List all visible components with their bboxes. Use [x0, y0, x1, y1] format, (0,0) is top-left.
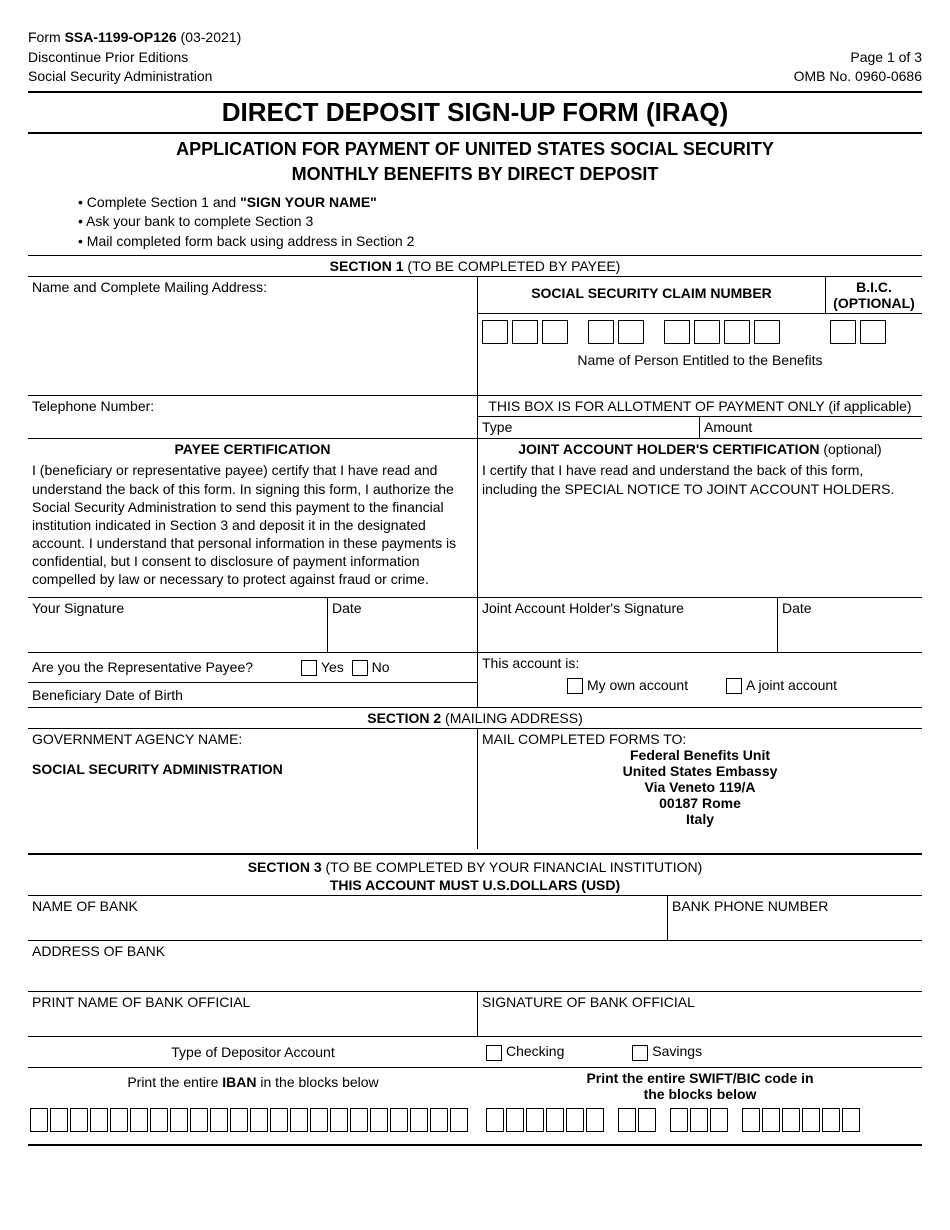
agency-text: Social Security Administration — [28, 67, 241, 87]
phone-label: Telephone Number: — [32, 398, 154, 414]
ssn-box[interactable] — [618, 320, 644, 344]
dep-type-label: Type of Depositor Account — [28, 1042, 478, 1062]
joint-date[interactable]: Date — [778, 598, 922, 652]
joint-cert-text: I certify that I have read and understan… — [478, 459, 922, 499]
account-type-line: My own account A joint account — [478, 673, 922, 698]
section-1-header: SECTION 1 (TO BE COMPLETED BY PAYEE) — [28, 258, 922, 274]
header-right: Page 1 of 3 OMB No. 0960-0686 — [794, 28, 922, 87]
ssn-box[interactable] — [754, 320, 780, 344]
form-prefix: Form — [28, 29, 65, 45]
name-address-cell[interactable]: Name and Complete Mailing Address: — [28, 277, 478, 395]
page-number: Page 1 of 3 — [794, 48, 922, 68]
own-account-checkbox[interactable] — [567, 678, 583, 694]
iban-boxes[interactable] — [28, 1104, 478, 1136]
joint-cert: JOINT ACCOUNT HOLDER'S CERTIFICATION (op… — [478, 439, 922, 596]
agency-cell: GOVERNMENT AGENCY NAME: SOCIAL SECURITY … — [28, 729, 478, 849]
discontinue-text: Discontinue Prior Editions — [28, 48, 241, 68]
ssn-box[interactable] — [694, 320, 720, 344]
ssn-box[interactable] — [542, 320, 568, 344]
header-divider — [28, 91, 922, 93]
header-left: Form SSA-1199-OP126 (03-2021) Discontinu… — [28, 28, 241, 87]
payee-cert: PAYEE CERTIFICATION I (beneficiary or re… — [28, 439, 478, 596]
bank-phone-cell[interactable]: BANK PHONE NUMBER — [668, 896, 922, 940]
rep-payee-line: Are you the Representative Payee? Yes No — [28, 653, 477, 682]
bank-official-row: PRINT NAME OF BANK OFFICIAL SIGNATURE OF… — [28, 992, 922, 1036]
bank-name-cell[interactable]: NAME OF BANK — [28, 896, 668, 940]
bic-header: B.I.C. (OPTIONAL) — [826, 277, 922, 313]
joint-signature[interactable]: Joint Account Holder's Signature — [478, 598, 778, 652]
your-date[interactable]: Date — [328, 598, 478, 652]
savings-checkbox[interactable] — [632, 1045, 648, 1061]
section-1-rest: (TO BE COMPLETED BY PAYEE) — [404, 258, 621, 274]
rep-account-row: Are you the Representative Payee? Yes No… — [28, 653, 922, 707]
official-print-cell[interactable]: PRINT NAME OF BANK OFFICIAL — [28, 992, 478, 1036]
certifications-row: PAYEE CERTIFICATION I (beneficiary or re… — [28, 439, 922, 596]
section-3-usd: THIS ACCOUNT MUST U.S.DOLLARS (USD) — [28, 877, 922, 893]
checking-checkbox[interactable] — [486, 1045, 502, 1061]
swift-header: Print the entire SWIFT/BIC code in the b… — [478, 1068, 922, 1104]
ssn-bic-area: SOCIAL SECURITY CLAIM NUMBER B.I.C. (OPT… — [478, 277, 922, 395]
section-1-row-1: Name and Complete Mailing Address: SOCIA… — [28, 277, 922, 395]
account-type-col: This account is: My own account A joint … — [478, 653, 922, 707]
section-2-body: GOVERNMENT AGENCY NAME: SOCIAL SECURITY … — [28, 729, 922, 849]
phone-cell[interactable]: Telephone Number: — [28, 396, 478, 438]
entitled-label: Name of Person Entitled to the Benefits — [478, 350, 922, 370]
ssn-box[interactable] — [482, 320, 508, 344]
allotment-label: THIS BOX IS FOR ALLOTMENT OF PAYMENT ONL… — [478, 396, 922, 416]
instruction-1-prefix: • Complete Section 1 and — [78, 194, 240, 210]
iban-swift-boxes-row — [28, 1104, 922, 1136]
dob-line[interactable]: Beneficiary Date of Birth — [28, 683, 477, 707]
sub-title-1: APPLICATION FOR PAYMENT OF UNITED STATES… — [28, 138, 922, 161]
phone-allotment-row: Telephone Number: THIS BOX IS FOR ALLOTM… — [28, 396, 922, 438]
ssn-box[interactable] — [724, 320, 750, 344]
allotment-type[interactable]: Type — [478, 417, 700, 438]
signature-row: Your Signature Date Joint Account Holder… — [28, 598, 922, 652]
bic-box[interactable] — [830, 320, 856, 344]
main-title: DIRECT DEPOSIT SIGN-UP FORM (IRAQ) — [28, 97, 922, 128]
bank-addr-label: ADDRESS OF BANK — [28, 941, 169, 991]
name-address-label: Name and Complete Mailing Address: — [28, 277, 477, 297]
section-1-bold: SECTION 1 — [330, 258, 404, 274]
instructions: • Complete Section 1 and "SIGN YOUR NAME… — [78, 193, 922, 252]
title-divider — [28, 132, 922, 134]
instruction-3: • Mail completed form back using address… — [78, 232, 922, 252]
payee-cert-title: PAYEE CERTIFICATION — [28, 439, 477, 459]
form-date: (03-2021) — [177, 29, 242, 45]
dep-type-options: Checking Savings — [478, 1041, 922, 1062]
bank-name-row: NAME OF BANK BANK PHONE NUMBER — [28, 896, 922, 940]
joint-account-checkbox[interactable] — [726, 678, 742, 694]
instruction-1-bold: "SIGN YOUR NAME" — [240, 194, 377, 210]
section-2-header: SECTION 2 (MAILING ADDRESS) — [28, 710, 922, 726]
sub-title-2: MONTHLY BENEFITS BY DIRECT DEPOSIT — [28, 163, 922, 186]
swift-boxes[interactable] — [478, 1104, 922, 1136]
payee-cert-text: I (beneficiary or representative payee) … — [28, 459, 477, 590]
mailing-cell: MAIL COMPLETED FORMS TO: Federal Benefit… — [478, 729, 922, 849]
rep-yes-checkbox[interactable] — [301, 660, 317, 676]
ssn-box[interactable] — [664, 320, 690, 344]
ssn-header: SOCIAL SECURITY CLAIM NUMBER — [478, 277, 826, 313]
ssn-box[interactable] — [588, 320, 614, 344]
ssn-box[interactable] — [512, 320, 538, 344]
ssn-boxes-row[interactable] — [478, 314, 922, 350]
account-type-row: Type of Depositor Account Checking Savin… — [28, 1037, 922, 1067]
allotment-cell: THIS BOX IS FOR ALLOTMENT OF PAYMENT ONL… — [478, 396, 922, 438]
this-account-label: This account is: — [478, 653, 922, 673]
instruction-2: • Ask your bank to complete Section 3 — [78, 212, 922, 232]
form-header: Form SSA-1199-OP126 (03-2021) Discontinu… — [28, 28, 922, 87]
iban-header: Print the entire IBAN in the blocks belo… — [28, 1068, 478, 1104]
rep-payee-col: Are you the Representative Payee? Yes No… — [28, 653, 478, 707]
rep-no-checkbox[interactable] — [352, 660, 368, 676]
your-signature[interactable]: Your Signature — [28, 598, 328, 652]
form-number: SSA-1199-OP126 — [65, 29, 177, 45]
allotment-amount[interactable]: Amount — [700, 417, 922, 438]
iban-swift-header-row: Print the entire IBAN in the blocks belo… — [28, 1068, 922, 1104]
omb-number: OMB No. 0960-0686 — [794, 67, 922, 87]
bic-box[interactable] — [860, 320, 886, 344]
entitled-input[interactable] — [478, 370, 922, 395]
joint-cert-title: JOINT ACCOUNT HOLDER'S CERTIFICATION (op… — [478, 439, 922, 459]
bank-addr-row[interactable]: ADDRESS OF BANK — [28, 941, 922, 991]
official-sig-cell[interactable]: SIGNATURE OF BANK OFFICIAL — [478, 992, 922, 1036]
section-3-header: SECTION 3 (TO BE COMPLETED BY YOUR FINAN… — [28, 859, 922, 875]
